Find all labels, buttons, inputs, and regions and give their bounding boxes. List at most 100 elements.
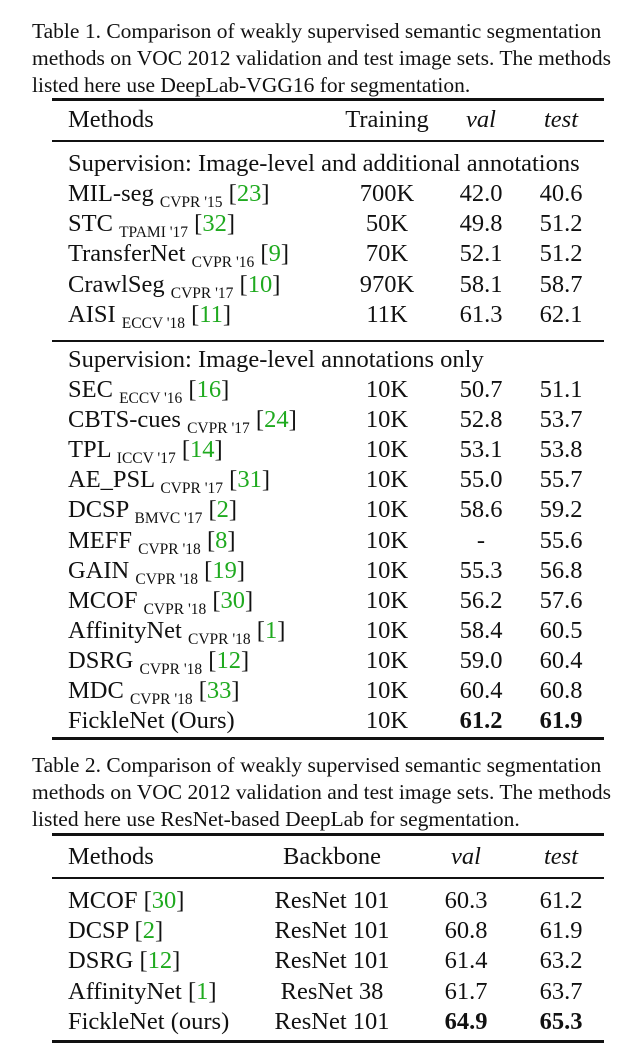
method-venue: CVPR '17 [160,480,224,498]
test-score: 60.5 [539,616,583,644]
citation-link[interactable]: 11 [199,300,223,328]
val-score: 60.4 [459,677,503,704]
method-venue: ECCV '18 [121,314,185,332]
training-size: 10K [365,556,409,584]
method-name: TPL [68,436,111,464]
table2-bottom-rule [52,1040,604,1043]
training-size: 10K [365,496,409,524]
test-score: 51.1 [539,376,583,403]
citation-link[interactable]: 9 [268,240,281,268]
citation-link[interactable]: 24 [264,406,289,434]
method-cell: SEC ECCV '16 [16] [68,376,230,407]
table1-bottom-rule [52,737,604,740]
method-cell: TransferNet CVPR '16 [9] [68,240,290,272]
method-name: MIL-seg [68,180,154,207]
citation-link[interactable]: 30 [220,586,246,614]
training-size: 10K [365,586,409,614]
method-name: CBTS-cues [68,406,181,434]
training-size: 700K [359,180,415,207]
group-title: Supervision: Image-level and additional … [68,150,580,177]
method-cell: AISI ECCV '18 [11] [68,300,232,332]
method-cell: AffinityNet [1] [68,977,217,1005]
method-venue: ECCV '16 [119,390,183,407]
training-size: 10K [365,646,409,674]
val-score: 61.2 [459,707,503,735]
val-score: 59.0 [459,646,503,674]
method-cell: CrawlSeg CVPR '17 [10] [68,270,281,302]
table1-header-test: test [543,106,579,133]
citation-link[interactable]: 2 [142,917,155,945]
training-size: 10K [365,466,409,494]
citation-link[interactable]: 12 [216,646,241,674]
test-score: 61.9 [539,917,583,945]
method-name: DSRG [68,947,134,975]
method-cell: TPL ICCV '17 [14] [68,436,223,468]
method-cell: DCSP BMVC '17 [2] [68,496,238,528]
citation-link[interactable]: 19 [212,556,237,584]
citation-link[interactable]: 16 [196,376,222,403]
val-score: 61.3 [459,300,503,328]
val-score: 60.8 [444,917,488,945]
method-name: MCOF [68,887,138,914]
val-score: 42.0 [459,180,503,207]
training-size: 10K [365,707,409,735]
val-score: 52.1 [459,240,503,268]
test-score: 65.3 [539,1007,583,1035]
method-cell: DSRG CVPR '18 [12] [68,646,250,678]
test-score: 58.7 [539,270,583,298]
method-name: STC [68,210,113,238]
method-venue: CVPR '18 [129,691,193,708]
table2-header-backbone: Backbone [283,843,381,870]
method-name: DCSP [68,496,129,524]
citation-link[interactable]: 1 [264,616,278,644]
method-venue: CVPR '18 [188,630,251,648]
test-score: 40.6 [539,180,583,207]
citation-link[interactable]: 10 [247,270,273,298]
table2-top-rule [52,833,604,836]
table1-top-rule [52,98,604,101]
test-score: 57.6 [539,586,583,614]
citation-link[interactable]: 32 [202,210,227,238]
test-score: 53.7 [539,406,583,434]
table1-header-training: Training [345,106,429,133]
method-name: MDC [68,677,124,704]
citation-link[interactable]: 12 [147,947,173,975]
table2-header-test: test [543,843,579,870]
citation-link[interactable]: 31 [237,466,262,494]
citation-link[interactable]: 1 [196,977,209,1005]
val-score: 58.4 [459,616,503,644]
method-cell: MCOF CVPR '18 [30] [68,586,254,618]
method-cell: MIL-seg CVPR '15 [23] [68,180,270,211]
method-name: MCOF [68,586,138,614]
citation-link[interactable]: 33 [206,677,232,704]
table2-header-val: val [451,843,481,870]
method-venue: CVPR '16 [191,254,255,272]
backbone-name: ResNet 101 [274,887,390,914]
citation-link[interactable]: 14 [190,436,215,464]
training-size: 10K [365,436,409,464]
training-size: 10K [365,406,409,434]
method-venue: CVPR '18 [138,540,201,558]
test-score: 59.2 [539,496,583,524]
citation-link[interactable]: 23 [236,180,262,207]
table2-caption: Table 2. Comparison of weakly supervised… [32,753,612,831]
test-score: 56.8 [539,556,583,584]
citation-link[interactable]: 2 [216,496,229,524]
citation-link[interactable]: 8 [215,526,228,554]
method-name: TransferNet [68,240,186,268]
method-cell: DCSP [2] [68,917,164,945]
test-score: 53.8 [539,436,583,464]
method-venue: CVPR '17 [187,420,250,438]
val-score: 55.0 [459,466,503,494]
val-score: 53.1 [459,436,503,464]
method-name: SEC [68,376,113,403]
test-score: 61.9 [539,707,583,735]
test-score: 63.2 [539,947,583,975]
table1-header-rule [52,140,604,142]
table1-header-methods: Methods [68,106,154,133]
citation-link[interactable]: 30 [151,887,177,914]
backbone-name: ResNet 101 [274,917,390,945]
method-venue: CVPR '17 [170,284,234,302]
method-cell: FickleNet (Ours) [68,706,235,736]
method-name: AffinityNet [68,616,182,644]
